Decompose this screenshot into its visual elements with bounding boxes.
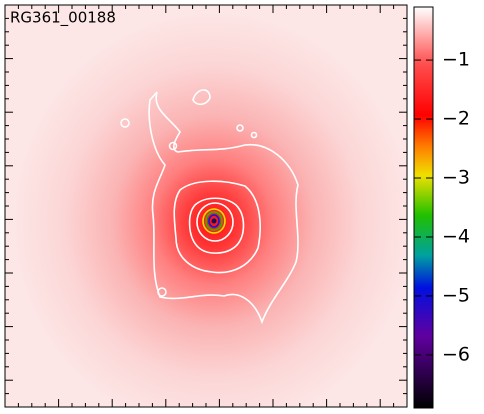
contour: [205, 211, 223, 231]
colorbar-tick-label: −4: [442, 225, 470, 247]
contour: [188, 197, 245, 254]
contour: [236, 124, 244, 132]
contour: [120, 118, 130, 128]
contour: [196, 202, 234, 242]
colorbar-tick-label: −2: [442, 108, 470, 130]
contour: [208, 214, 220, 228]
colorbar-tick-label: −3: [442, 167, 470, 189]
contour: [148, 91, 299, 325]
contour: [173, 180, 261, 274]
image-label: RG361_00188: [10, 9, 116, 28]
contour: [202, 208, 226, 234]
colorbar-tick-label: −6: [442, 343, 470, 365]
frame-ticks: [5, 5, 407, 407]
colorbar: −1 −2 −3 −4 −5 −6: [413, 6, 470, 409]
colorbar-scale: [413, 6, 434, 409]
contour: [192, 89, 211, 106]
colorbar-tick-label: −1: [442, 49, 470, 71]
contour: [168, 141, 178, 151]
map: RG361_00188: [4, 4, 408, 408]
colorbar-tick-label: −5: [442, 284, 470, 306]
contour: [211, 218, 217, 224]
contour: [250, 131, 258, 139]
contour: [157, 287, 167, 297]
